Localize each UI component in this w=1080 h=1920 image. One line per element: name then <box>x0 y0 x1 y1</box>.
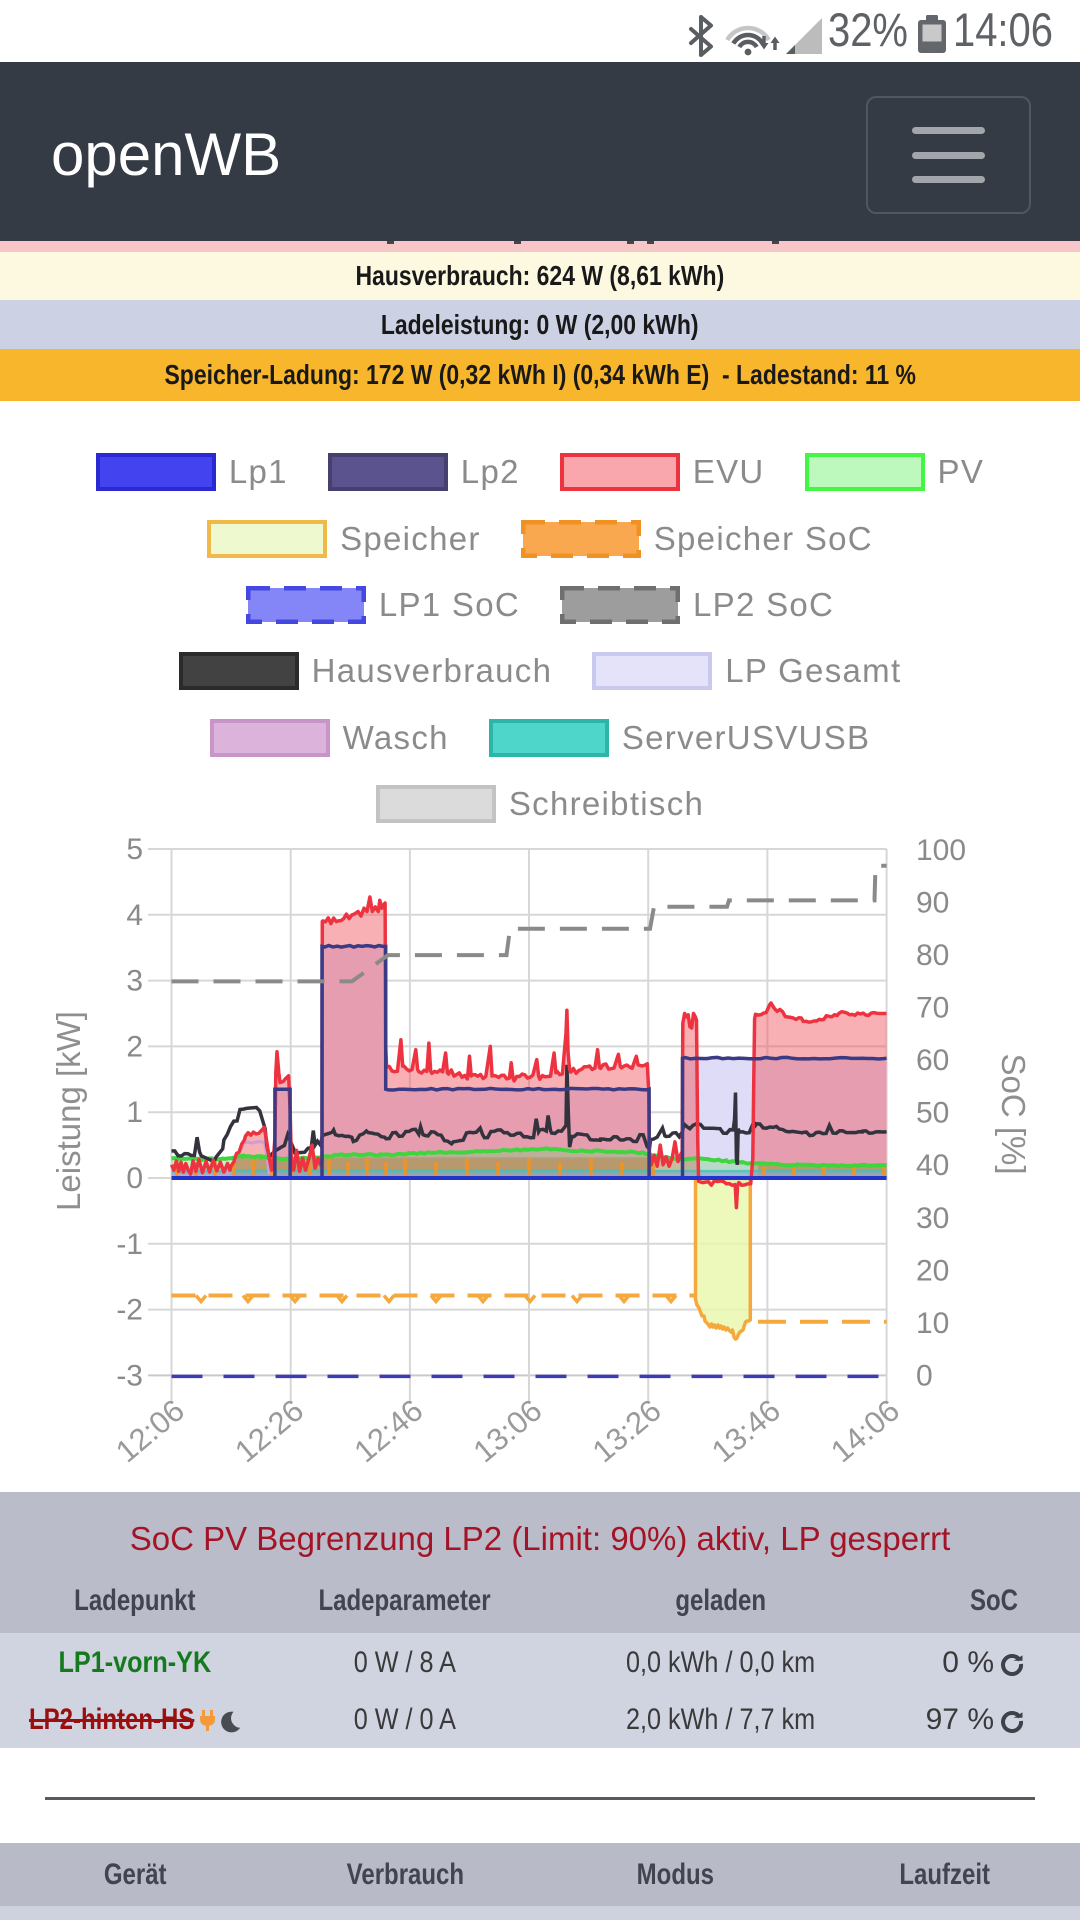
svg-text:-3: -3 <box>116 1359 143 1392</box>
svg-text:12:46: 12:46 <box>347 1393 429 1470</box>
svg-text:-1: -1 <box>116 1228 143 1261</box>
svg-text:13:26: 13:26 <box>586 1393 668 1470</box>
svg-text:40: 40 <box>916 1149 949 1182</box>
svg-text:13:46: 13:46 <box>705 1393 787 1470</box>
svg-text:100: 100 <box>916 834 966 867</box>
svg-text:12:06: 12:06 <box>109 1393 191 1470</box>
svg-text:0: 0 <box>126 1162 143 1195</box>
svg-text:13:06: 13:06 <box>467 1393 549 1470</box>
svg-text:Leistung [kW]: Leistung [kW] <box>50 1011 87 1211</box>
svg-text:90: 90 <box>916 887 949 920</box>
svg-text:-2: -2 <box>116 1294 143 1327</box>
svg-text:5: 5 <box>126 833 143 866</box>
svg-text:20: 20 <box>916 1254 949 1287</box>
svg-text:1: 1 <box>126 1096 143 1129</box>
svg-text:60: 60 <box>916 1044 949 1077</box>
svg-text:12:26: 12:26 <box>228 1393 310 1470</box>
svg-text:4: 4 <box>126 899 143 932</box>
svg-text:30: 30 <box>916 1202 949 1235</box>
svg-text:80: 80 <box>916 939 949 972</box>
svg-text:70: 70 <box>916 992 949 1025</box>
svg-text:SoC [%]: SoC [%] <box>995 1053 1032 1174</box>
svg-text:3: 3 <box>126 965 143 998</box>
svg-text:2: 2 <box>126 1030 143 1063</box>
svg-text:10: 10 <box>916 1307 949 1340</box>
svg-text:50: 50 <box>916 1097 949 1130</box>
svg-text:14:06: 14:06 <box>824 1393 906 1470</box>
svg-text:0: 0 <box>916 1359 933 1392</box>
